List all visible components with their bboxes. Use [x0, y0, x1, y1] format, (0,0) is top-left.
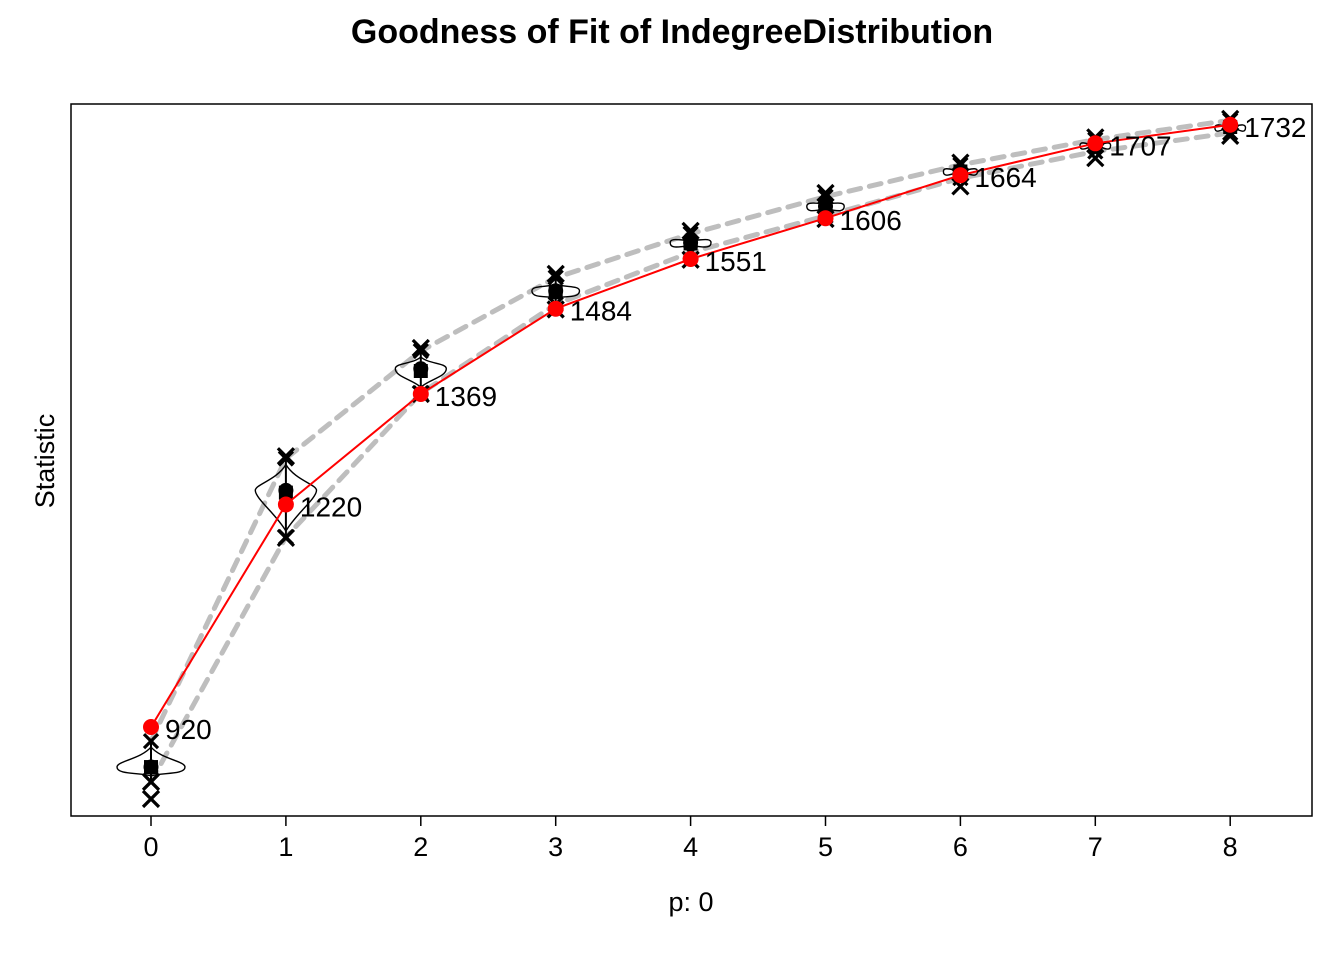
data-label-7: 1707 — [1109, 130, 1171, 161]
observed-point-2 — [412, 385, 429, 402]
upper-marker-1 — [277, 450, 295, 467]
x-tick-label-5: 5 — [818, 832, 833, 862]
data-label-3: 1484 — [570, 296, 632, 327]
max-marker-2 — [411, 338, 430, 358]
x-tick-label-6: 6 — [953, 832, 968, 862]
x-tick-label-1: 1 — [278, 832, 293, 862]
max-marker-4 — [681, 221, 700, 240]
data-label-6: 1664 — [974, 162, 1036, 193]
median-marker-3 — [548, 285, 563, 300]
x-tick-label-7: 7 — [1088, 832, 1103, 862]
plot-frame — [70, 103, 1313, 817]
x-axis: 0 1 2 3 4 5 6 7 8 — [143, 816, 1238, 862]
median-marker-4 — [683, 236, 698, 251]
observed-point-4 — [682, 251, 699, 268]
observed-point-5 — [817, 210, 834, 227]
band-line-band-high — [148, 117, 1233, 744]
observed-series — [143, 116, 1239, 735]
x-tick-label-4: 4 — [683, 832, 698, 862]
data-label-2: 1369 — [435, 381, 497, 412]
median-marker-0 — [144, 760, 158, 775]
observed-point-0 — [143, 719, 159, 735]
observed-line — [150, 123, 1231, 728]
simulated-markers — [141, 109, 1240, 809]
upper-marker-0 — [142, 732, 160, 750]
max-marker-5 — [816, 183, 835, 203]
upper-marker-3 — [547, 269, 564, 286]
x-axis-label: p: 0 — [668, 887, 713, 917]
observed-data-labels: 920 1220 1369 1484 1551 1606 1664 1707 1732 — [165, 112, 1306, 745]
x-tick-label-2: 2 — [413, 832, 428, 862]
data-label-4: 1551 — [705, 246, 767, 277]
observed-point-1 — [277, 496, 294, 513]
observed-point-7 — [1087, 135, 1104, 152]
simulated-band-lines — [148, 117, 1233, 785]
upper-marker-2 — [412, 342, 429, 360]
chart-title: Goodness of Fit of IndegreeDistribution — [351, 13, 993, 51]
x-tick-label-3: 3 — [548, 832, 563, 862]
x-tick-label-8: 8 — [1223, 832, 1238, 862]
median-marker-2 — [413, 364, 428, 378]
data-label-0: 920 — [165, 714, 212, 745]
median-marker-5 — [818, 200, 833, 215]
min-marker-7 — [1086, 149, 1105, 168]
observed-point-8 — [1222, 116, 1239, 133]
y-axis-label: Statistic — [30, 414, 60, 509]
data-label-5: 1606 — [840, 205, 902, 236]
lower-marker-0 — [142, 773, 160, 791]
median-marker-1 — [278, 485, 293, 500]
max-marker-3 — [546, 264, 565, 283]
min-marker-0 — [141, 789, 161, 809]
data-label-1: 1220 — [300, 492, 362, 523]
lower-marker-1 — [277, 529, 295, 546]
data-label-8: 1732 — [1244, 112, 1306, 143]
observed-point-6 — [952, 167, 969, 184]
simulated-violins — [116, 124, 1247, 777]
x-tick-label-0: 0 — [143, 832, 158, 862]
observed-point-3 — [547, 300, 564, 317]
